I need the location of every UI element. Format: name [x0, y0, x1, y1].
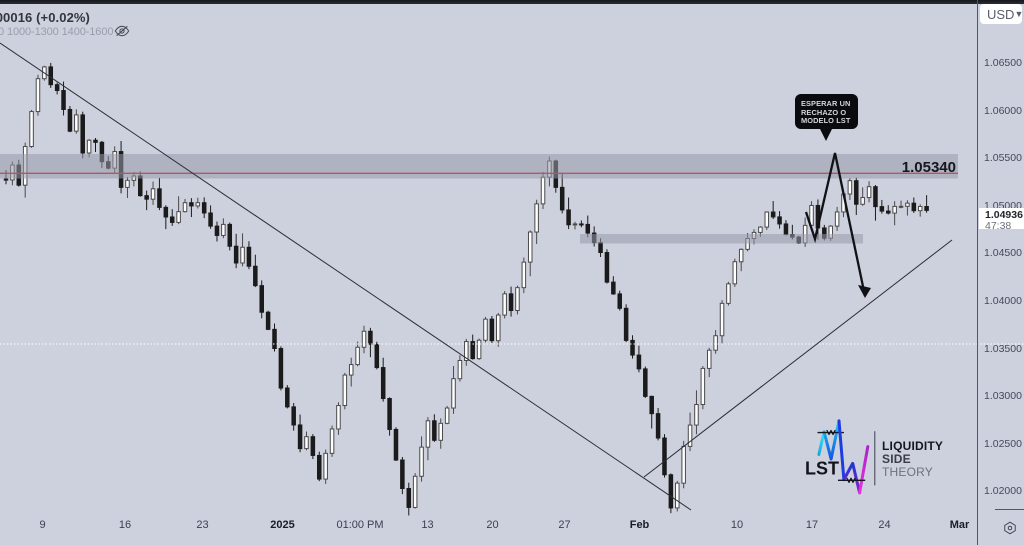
svg-text:LST: LST [805, 459, 839, 479]
